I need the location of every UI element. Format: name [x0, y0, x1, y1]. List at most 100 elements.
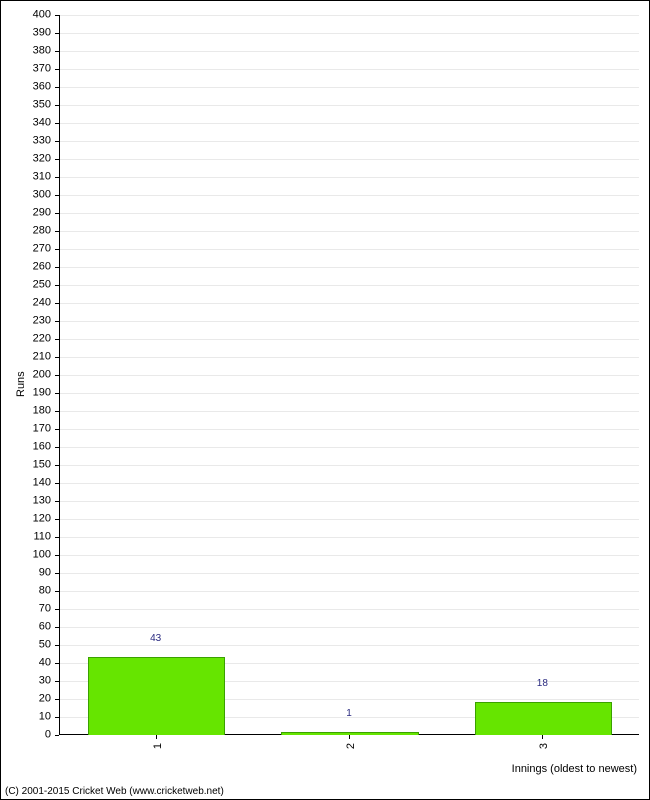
y-tick-mark — [55, 33, 59, 34]
y-tick-mark — [55, 195, 59, 196]
gridline — [59, 393, 639, 394]
y-tick-mark — [55, 573, 59, 574]
y-tick-label: 0 — [1, 730, 51, 741]
y-tick-label: 230 — [1, 316, 51, 327]
y-tick-label: 80 — [1, 586, 51, 597]
y-tick-mark — [55, 267, 59, 268]
y-tick-mark — [55, 681, 59, 682]
y-tick-mark — [55, 87, 59, 88]
gridline — [59, 537, 639, 538]
gridline — [59, 123, 639, 124]
bar — [475, 702, 612, 735]
y-tick-label: 380 — [1, 46, 51, 57]
y-tick-mark — [55, 537, 59, 538]
y-tick-label: 150 — [1, 460, 51, 471]
y-tick-label: 310 — [1, 172, 51, 183]
y-tick-mark — [55, 357, 59, 358]
y-tick-label: 140 — [1, 478, 51, 489]
y-tick-mark — [55, 483, 59, 484]
y-tick-label: 120 — [1, 514, 51, 525]
gridline — [59, 33, 639, 34]
y-tick-mark — [55, 123, 59, 124]
gridline — [59, 447, 639, 448]
bar-value-label: 18 — [537, 678, 548, 689]
y-tick-mark — [55, 591, 59, 592]
y-tick-mark — [55, 249, 59, 250]
y-tick-label: 300 — [1, 190, 51, 201]
y-tick-label: 290 — [1, 208, 51, 219]
y-tick-mark — [55, 429, 59, 430]
y-tick-mark — [55, 735, 59, 736]
y-tick-label: 180 — [1, 406, 51, 417]
y-tick-mark — [55, 555, 59, 556]
copyright-text: (C) 2001-2015 Cricket Web (www.cricketwe… — [5, 786, 224, 797]
y-tick-mark — [55, 375, 59, 376]
gridline — [59, 303, 639, 304]
y-tick-label: 360 — [1, 82, 51, 93]
plot-area: 43118 — [59, 15, 639, 735]
gridline — [59, 195, 639, 196]
y-tick-label: 210 — [1, 352, 51, 363]
gridline — [59, 501, 639, 502]
y-tick-label: 50 — [1, 640, 51, 651]
y-tick-label: 70 — [1, 604, 51, 615]
y-tick-label: 250 — [1, 280, 51, 291]
gridline — [59, 141, 639, 142]
x-tick-label: 3 — [538, 743, 550, 749]
y-tick-label: 190 — [1, 388, 51, 399]
y-tick-label: 170 — [1, 424, 51, 435]
y-tick-mark — [55, 51, 59, 52]
gridline — [59, 483, 639, 484]
y-tick-mark — [55, 393, 59, 394]
y-tick-label: 60 — [1, 622, 51, 633]
gridline — [59, 267, 639, 268]
y-tick-label: 90 — [1, 568, 51, 579]
bar-value-label: 43 — [150, 633, 161, 644]
y-tick-mark — [55, 339, 59, 340]
y-tick-label: 350 — [1, 100, 51, 111]
y-tick-label: 200 — [1, 370, 51, 381]
gridline — [59, 177, 639, 178]
y-axis-line — [59, 15, 60, 735]
gridline — [59, 591, 639, 592]
gridline — [59, 429, 639, 430]
gridline — [59, 159, 639, 160]
gridline — [59, 555, 639, 556]
y-tick-mark — [55, 465, 59, 466]
y-tick-label: 100 — [1, 550, 51, 561]
y-tick-label: 320 — [1, 154, 51, 165]
gridline — [59, 105, 639, 106]
y-tick-label: 280 — [1, 226, 51, 237]
gridline — [59, 87, 639, 88]
y-tick-mark — [55, 285, 59, 286]
x-tick-label: 2 — [345, 743, 357, 749]
y-tick-label: 220 — [1, 334, 51, 345]
y-tick-mark — [55, 231, 59, 232]
y-tick-label: 340 — [1, 118, 51, 129]
gridline — [59, 69, 639, 70]
gridline — [59, 51, 639, 52]
y-tick-label: 370 — [1, 64, 51, 75]
gridline — [59, 645, 639, 646]
gridline — [59, 465, 639, 466]
gridline — [59, 249, 639, 250]
y-tick-label: 130 — [1, 496, 51, 507]
gridline — [59, 411, 639, 412]
y-tick-label: 20 — [1, 694, 51, 705]
x-tick-mark — [349, 735, 350, 739]
y-tick-label: 160 — [1, 442, 51, 453]
y-tick-label: 240 — [1, 298, 51, 309]
gridline — [59, 609, 639, 610]
y-tick-mark — [55, 69, 59, 70]
y-tick-label: 330 — [1, 136, 51, 147]
y-tick-label: 270 — [1, 244, 51, 255]
y-tick-mark — [55, 159, 59, 160]
x-tick-mark — [542, 735, 543, 739]
gridline — [59, 285, 639, 286]
y-tick-mark — [55, 213, 59, 214]
y-tick-mark — [55, 15, 59, 16]
y-tick-label: 40 — [1, 658, 51, 669]
y-tick-mark — [55, 519, 59, 520]
y-tick-mark — [55, 411, 59, 412]
y-tick-label: 390 — [1, 28, 51, 39]
